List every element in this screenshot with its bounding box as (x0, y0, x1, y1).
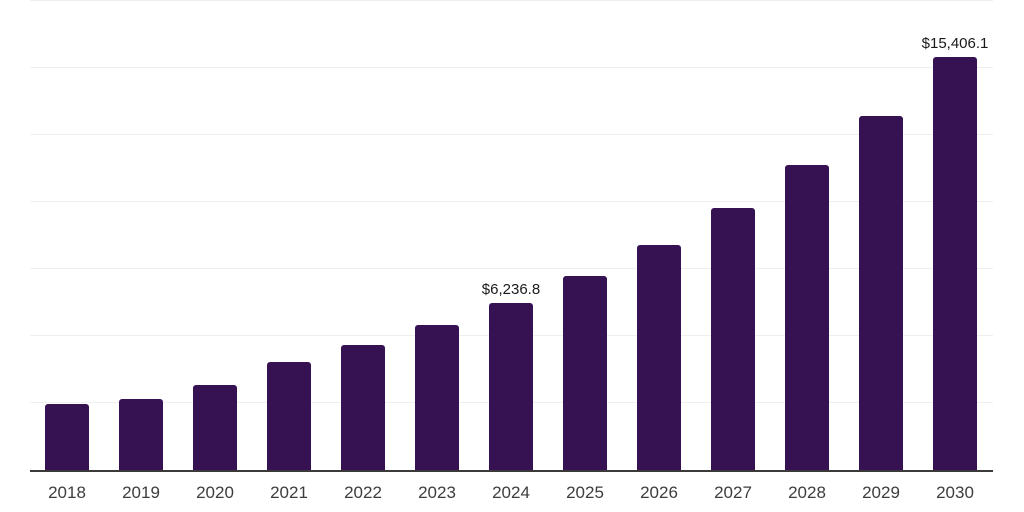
value-label-2024: $6,236.8 (481, 280, 541, 298)
x-axis-label-2030: 2030 (936, 483, 974, 502)
bar-2024 (489, 302, 533, 470)
gridline (30, 67, 993, 68)
x-axis-label-2019: 2019 (122, 483, 160, 502)
bar-2029 (859, 115, 903, 470)
bar-2028 (785, 165, 829, 470)
bar-2026 (637, 244, 681, 470)
x-axis-label-2018: 2018 (48, 483, 86, 502)
x-axis-label-2020: 2020 (196, 483, 234, 502)
value-label-2030: $15,406.1 (921, 35, 989, 53)
bar-2023 (415, 324, 459, 470)
bar-2020 (193, 384, 237, 470)
bar-2027 (711, 208, 755, 470)
gridline (30, 0, 993, 1)
x-axis-label-2023: 2023 (418, 483, 456, 502)
bar-2030 (933, 57, 977, 470)
bar-2018 (45, 404, 89, 470)
x-axis-label-2027: 2027 (714, 483, 752, 502)
x-axis-label-2021: 2021 (270, 483, 308, 502)
x-axis-label-2022: 2022 (344, 483, 382, 502)
bar-2022 (341, 345, 385, 470)
x-axis-label-2024: 2024 (492, 483, 530, 502)
bar-2021 (267, 361, 311, 470)
gridline (30, 134, 993, 135)
x-axis-label-2025: 2025 (566, 483, 604, 502)
x-axis-label-2028: 2028 (788, 483, 826, 502)
x-axis-label-2029: 2029 (862, 483, 900, 502)
bar-2019 (119, 399, 163, 470)
gridline (30, 268, 993, 269)
gridline (30, 201, 993, 202)
bar-2025 (563, 275, 607, 470)
plot-area: $6,236.8 $15,406.1 (30, 0, 993, 472)
x-axis-label-2026: 2026 (640, 483, 678, 502)
